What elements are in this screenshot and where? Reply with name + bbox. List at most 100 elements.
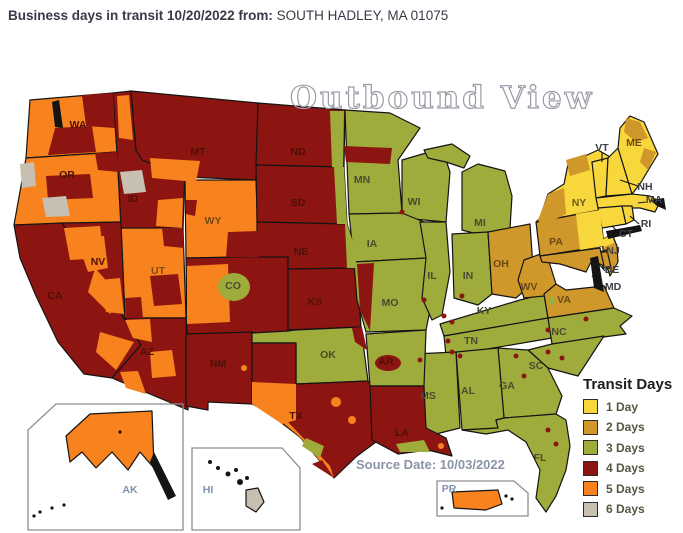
patch [345,224,357,268]
state-label-mn: MN [354,174,370,186]
patch [513,353,519,359]
inset-box-hi [191,447,301,531]
legend-item-label: 6 Days [606,502,645,516]
legend-item: 1 Day [583,399,683,414]
state-label-ak: AK [122,484,138,496]
state-fl [461,413,571,513]
patch [553,441,559,447]
patch [445,338,451,344]
state-label-il: IL [427,270,437,282]
state-label-pa: PA [549,236,563,248]
hi-island [225,471,231,477]
patch [125,319,152,342]
state-la [369,385,453,457]
coastline-details [52,100,666,292]
state-label-ct: CT [619,228,634,240]
state-label-ks: KS [308,296,323,308]
state-label-ky: KY [477,305,492,317]
inset-box-pr [436,480,529,517]
patch [449,349,455,355]
state-label-az: AZ [140,346,155,358]
state-label-ny: NY [572,197,587,209]
patch [545,349,551,355]
pr-island [504,494,508,498]
state-label-md: MD [605,281,622,293]
state-label-mi: MI [474,217,486,229]
legend-title: Transit Days [583,376,673,393]
legend-item: 6 Days [583,501,683,517]
state-label-va: VA [557,294,571,306]
state-label-nv: NV [91,256,106,268]
patch [421,297,427,303]
state-ia [348,212,428,263]
state-label-tn: TN [464,335,478,347]
patch [640,148,656,170]
patch [187,264,230,324]
patch [312,460,334,478]
patch [449,319,455,325]
source-date-text: Source Date: 10/03/2022 [356,457,505,472]
inset-box-ak [27,403,184,531]
patch [545,427,551,433]
patch [120,371,146,394]
legend-swatch [583,501,598,517]
hi-island [216,466,220,470]
aleutian-island [38,510,42,514]
state-label-pr: PR [442,483,457,495]
legend-item: 2 Days [583,419,683,435]
legend-item-label: 5 Days [606,481,645,496]
patch [396,440,430,452]
patch [566,154,590,176]
patch [375,355,401,371]
state-az [111,317,189,411]
alaska-panhandle [150,452,176,500]
patch [162,228,184,248]
patch [348,416,356,424]
state-label-ga: GA [499,380,515,392]
patch [42,196,70,217]
patch [252,382,296,424]
state-label-mo: MO [382,297,399,309]
state-label-la: LA [395,427,409,439]
state-label-ca: CA [47,290,63,302]
patch [330,111,344,167]
state-label-wv: WV [521,281,538,293]
state-label-id: ID [128,193,139,205]
patch [457,353,463,359]
legend-item: 4 Days [583,460,683,476]
inset-hawaii [191,447,301,531]
state-md [539,247,605,273]
state-sd [255,164,348,225]
ak-dot [118,430,122,434]
patch [331,397,341,407]
patch [441,313,447,319]
legend-item-label: 1 Day [606,399,639,414]
legend-swatch [583,481,598,496]
patch [334,167,347,224]
patch [459,293,465,299]
state-label-ut: UT [151,265,166,277]
patch [95,152,119,172]
inset-puerto-rico [436,480,529,517]
patch [417,357,423,363]
puget-sound [52,100,63,128]
state-nm [185,331,253,411]
cape-cod [650,198,666,210]
patch [96,332,134,370]
state-label-nd: ND [290,146,306,158]
state-label-nc: NC [551,326,567,338]
hi-island [245,476,249,480]
page-title: Business days in transit 10/20/2022 from… [8,8,448,23]
alaska-land [65,410,155,471]
legend-item-label: 3 Days [606,440,645,455]
patch [150,274,182,306]
label-arrows [591,152,647,289]
patch [583,316,589,322]
patch [125,297,143,318]
patch [117,95,133,140]
patch [241,365,247,371]
patch [46,174,93,200]
patch [218,273,250,301]
